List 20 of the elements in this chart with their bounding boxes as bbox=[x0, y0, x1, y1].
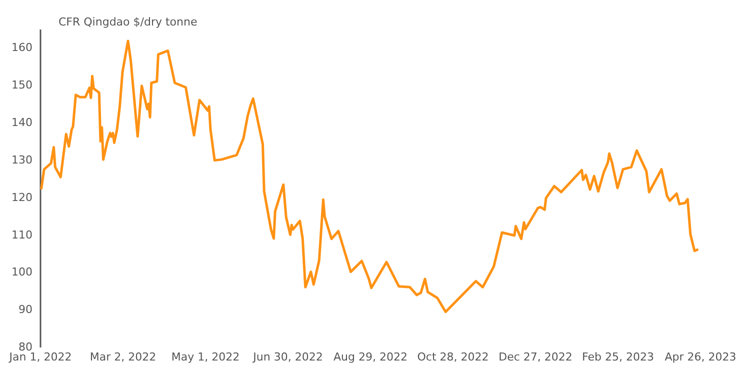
y-axis-title: CFR Qingdao $/dry tonne bbox=[58, 16, 198, 28]
x-tick-label: May 1, 2022 bbox=[171, 350, 240, 364]
x-tick-label: Mar 2, 2022 bbox=[90, 350, 156, 364]
y-tick-label: 120 bbox=[12, 190, 32, 204]
x-tick-label: Oct 28, 2022 bbox=[417, 350, 489, 364]
y-tick-label: 110 bbox=[12, 228, 32, 242]
x-tick-label: Dec 27, 2022 bbox=[498, 350, 572, 364]
x-tick-label: Apr 26, 2023 bbox=[664, 350, 736, 364]
x-tick-label: Jun 30, 2022 bbox=[252, 350, 323, 364]
y-tick-label: 130 bbox=[12, 153, 32, 166]
x-tick-label: Feb 25, 2023 bbox=[582, 350, 654, 364]
y-tick-label: 140 bbox=[12, 116, 32, 130]
y-tick-label: 160 bbox=[12, 41, 32, 54]
y-tick-label: 90 bbox=[18, 303, 32, 316]
x-tick-label: Jan 1, 2022 bbox=[8, 350, 72, 364]
y-tick-label: 80 bbox=[18, 340, 32, 354]
x-tick-label: Aug 29, 2022 bbox=[334, 350, 408, 364]
y-tick-label: 100 bbox=[12, 266, 32, 279]
y-tick-label: 150 bbox=[12, 78, 32, 92]
line-series bbox=[40, 40, 698, 314]
